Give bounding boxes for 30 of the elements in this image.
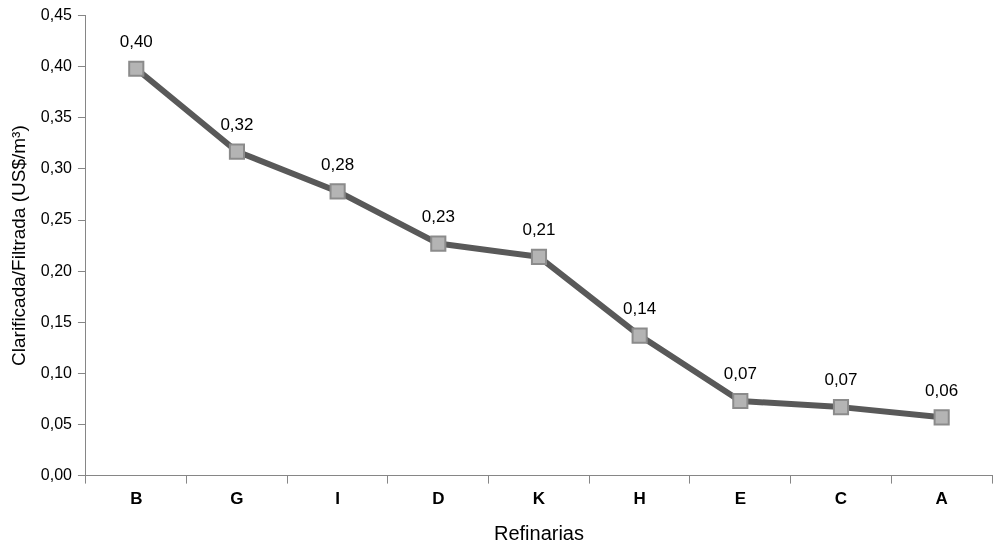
data-label: 0,21 [522, 220, 556, 240]
y-tick-label: 0,15 [40, 312, 73, 330]
data-label: 0,07 [824, 370, 858, 390]
y-tick-label: 0,30 [40, 159, 73, 177]
data-label: 0,32 [220, 114, 254, 134]
x-tick-label: D [432, 489, 445, 509]
x-tick-label: A [935, 489, 948, 509]
x-tick-label: B [130, 489, 143, 509]
x-axis-title: Refinarias [493, 521, 584, 544]
x-tick-label: C [834, 489, 848, 509]
data-label: 0,14 [623, 298, 657, 318]
y-tick-label: 0,20 [40, 261, 73, 279]
y-tick-label: 0,45 [40, 6, 73, 24]
x-tick-label: I [335, 489, 340, 509]
data-label: 0,07 [723, 364, 757, 384]
x-tick-label: K [532, 489, 546, 509]
x-tick-label: H [633, 489, 646, 509]
x-tick-label: G [230, 489, 244, 509]
data-label: 0,28 [321, 154, 355, 174]
data-label: 0,23 [421, 206, 455, 226]
data-label: 0,06 [925, 380, 959, 400]
y-tick-label: 0,40 [40, 57, 73, 75]
data-label: 0,40 [119, 31, 153, 51]
y-tick-label: 0,00 [40, 466, 73, 484]
y-tick-label: 0,05 [40, 414, 73, 432]
x-tick-label: E [734, 489, 746, 509]
y-tick-label: 0,10 [40, 363, 73, 381]
y-tick-label: 0,35 [40, 108, 73, 126]
y-tick-label: 0,25 [40, 210, 73, 228]
y-axis-title: Clarificada/Filtrada (US$/m³) [7, 125, 29, 366]
